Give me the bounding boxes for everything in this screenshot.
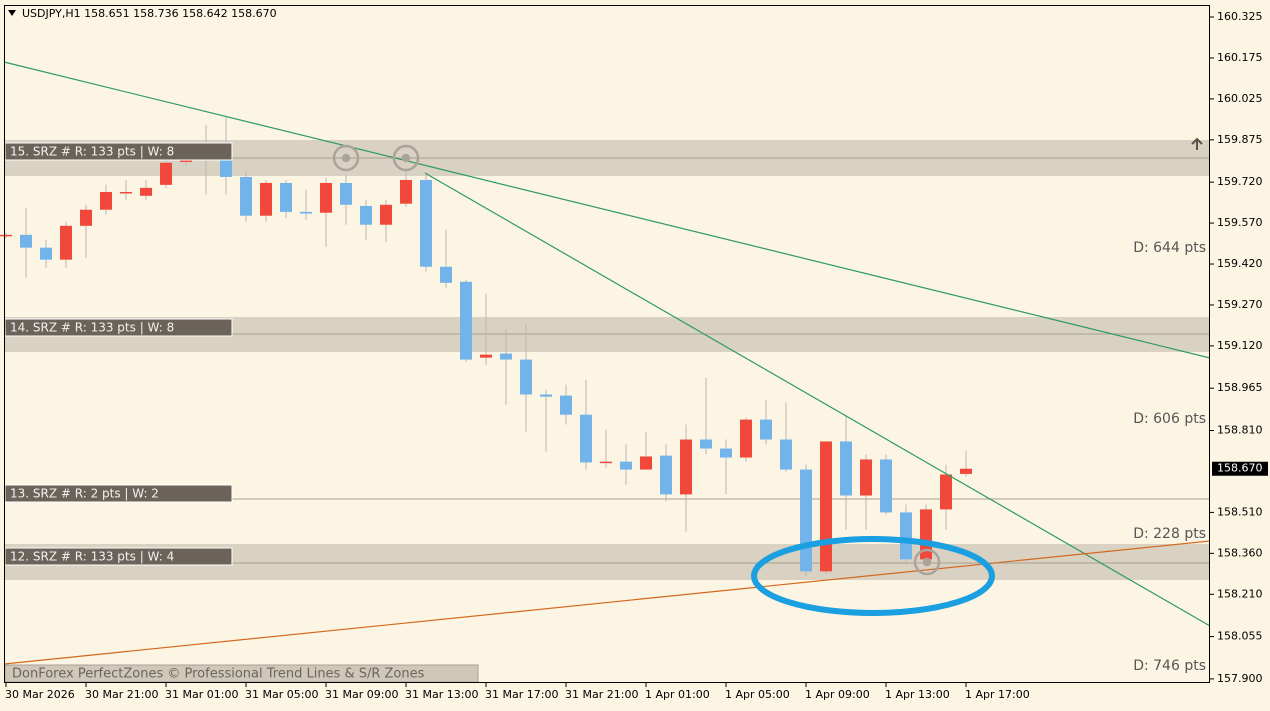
- x-tick-label: 31 Mar 05:00: [245, 688, 318, 701]
- candle-body: [360, 205, 372, 225]
- candle-body: [40, 247, 52, 260]
- candle-body: [920, 509, 932, 560]
- candle-body: [80, 209, 92, 226]
- y-tick-label: 159.720: [1217, 175, 1263, 188]
- candle-body: [380, 204, 392, 225]
- candle-body: [600, 461, 612, 464]
- touch-markers: [332, 144, 941, 576]
- y-tick-label: 160.325: [1217, 10, 1263, 23]
- candle-body: [580, 414, 592, 463]
- candle-body: [280, 182, 292, 212]
- candle-body: [420, 179, 432, 267]
- candle-body: [260, 182, 272, 216]
- y-tick-label: 158.210: [1217, 587, 1263, 600]
- candle-body: [700, 439, 712, 449]
- x-tick-label: 31 Mar 13:00: [405, 688, 478, 701]
- x-tick-label: 30 Mar 21:00: [85, 688, 158, 701]
- trend-line: [424, 172, 1211, 627]
- x-tick-label: 1 Apr 05:00: [725, 688, 790, 701]
- candle-body: [0, 234, 12, 237]
- candle-body: [440, 266, 452, 283]
- zone-label: 15. SRZ # R: 133 pts | W: 8: [10, 145, 174, 159]
- distance-label: D: 746 pts: [1133, 658, 1206, 674]
- candle-body: [660, 455, 672, 495]
- y-tick-label: 159.420: [1217, 257, 1263, 270]
- candle-body: [60, 225, 72, 260]
- candle-body: [140, 187, 152, 196]
- candle-body: [220, 158, 232, 177]
- candle-body: [860, 459, 872, 496]
- candle-body: [740, 419, 752, 458]
- zone-label: 13. SRZ # R: 2 pts | W: 2: [10, 487, 159, 501]
- candle-body: [560, 395, 572, 415]
- candle-body: [800, 469, 812, 572]
- y-tick-label: 159.270: [1217, 298, 1263, 311]
- y-tick-label: 159.570: [1217, 216, 1263, 229]
- candle-body: [720, 448, 732, 458]
- x-tick-label: 1 Apr 09:00: [805, 688, 870, 701]
- candle-body: [900, 512, 912, 560]
- distance-label: D: 606 pts: [1133, 411, 1206, 427]
- candle-body: [480, 354, 492, 358]
- footer-text: DonForex PerfectZones © Professional Tre…: [12, 667, 425, 682]
- candle-body: [460, 281, 472, 360]
- candle-body: [620, 461, 632, 470]
- candle-body: [20, 234, 32, 248]
- x-tick-label: 1 Apr 17:00: [965, 688, 1030, 701]
- y-tick-label: 158.360: [1217, 546, 1263, 559]
- zone-label: 14. SRZ # R: 133 pts | W: 8: [10, 321, 174, 335]
- current-price-label: 158.670: [1217, 462, 1263, 475]
- x-tick-label: 1 Apr 13:00: [885, 688, 950, 701]
- candles: [0, 116, 972, 576]
- candle-body: [640, 456, 652, 470]
- candle-body: [960, 468, 972, 474]
- y-tick-label: 159.875: [1217, 133, 1263, 146]
- candle-body: [760, 419, 772, 440]
- y-tick-label: 157.900: [1217, 672, 1263, 685]
- candle-body: [940, 474, 952, 510]
- candle-body: [120, 191, 132, 194]
- candle-body: [240, 176, 252, 216]
- candle-body: [680, 439, 692, 495]
- candle-body: [500, 353, 512, 360]
- x-tick-label: 1 Apr 01:00: [645, 688, 710, 701]
- current-price-box: [1212, 461, 1268, 476]
- candle-body: [100, 191, 112, 210]
- distance-label: D: 228 pts: [1133, 526, 1206, 542]
- y-tick-label: 158.965: [1217, 381, 1263, 394]
- x-tick-label: 31 Mar 01:00: [165, 688, 238, 701]
- x-tick-label: 31 Mar 21:00: [565, 688, 638, 701]
- candle-body: [820, 441, 832, 572]
- candle-body: [520, 359, 532, 395]
- chart-title: USDJPY,H1 158.651 158.736 158.642 158.67…: [22, 7, 277, 20]
- highlight-ellipse: [751, 536, 995, 616]
- candle-body: [840, 441, 852, 496]
- y-tick-label: 158.055: [1217, 630, 1263, 643]
- candle-body: [300, 211, 312, 214]
- trend-line: [3, 540, 1211, 665]
- x-tick-label: 31 Mar 09:00: [325, 688, 398, 701]
- trend-line: [3, 61, 1211, 359]
- y-tick-label: 158.810: [1217, 424, 1263, 437]
- candle-body: [160, 162, 172, 185]
- x-tick-label: 31 Mar 17:00: [485, 688, 558, 701]
- plot-frame: [4, 5, 1210, 683]
- candle-body: [880, 459, 892, 513]
- candle-body: [540, 394, 552, 397]
- candle-body: [320, 182, 332, 213]
- distance-label: D: 644 pts: [1133, 240, 1206, 256]
- y-tick-label: 159.120: [1217, 339, 1263, 352]
- y-tick-label: 160.175: [1217, 51, 1263, 64]
- y-tick-label: 160.025: [1217, 92, 1263, 105]
- x-tick-label: 30 Mar 2026: [5, 688, 75, 701]
- zone-label: 12. SRZ # R: 133 pts | W: 4: [10, 550, 174, 564]
- arrow-icon: [1191, 137, 1203, 150]
- candle-body: [780, 439, 792, 470]
- candle-body: [340, 182, 352, 205]
- candle-body: [400, 179, 412, 204]
- y-tick-label: 158.510: [1217, 505, 1263, 518]
- menu-icon: [8, 10, 16, 16]
